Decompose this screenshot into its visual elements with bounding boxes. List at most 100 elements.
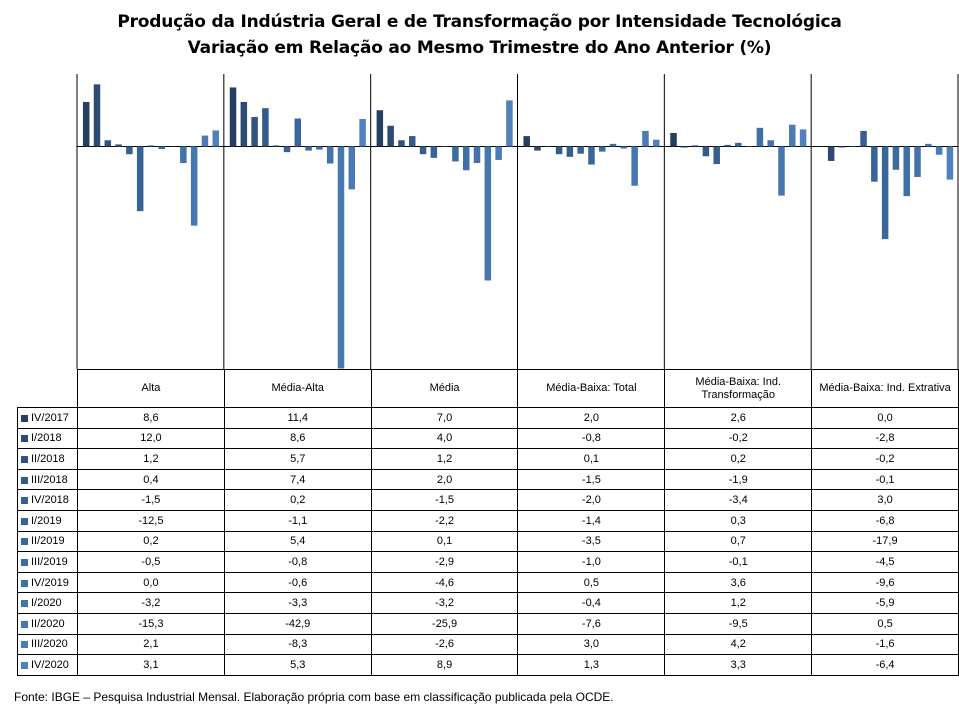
table-row: IV/2018 -1,5 0,2 -1,5 -2,0 -3,4 3,0 [17, 489, 959, 511]
data-label: -8,3 [223, 633, 372, 656]
bar-iv-2020-5 [799, 129, 807, 147]
legend-key [21, 558, 28, 566]
bar-i-2020-3 [473, 146, 481, 164]
bar-ii-2020-5 [778, 146, 785, 196]
chart-title: Produção da Indústria Geral e de Transfo… [117, 12, 842, 32]
category-header: Média-Baixa: Ind. Extrativa [811, 369, 959, 408]
data-label: -3,4 [664, 489, 813, 511]
bar-ii-2020-4 [631, 146, 638, 186]
data-label: -6,4 [811, 654, 959, 676]
data-label: -17,9 [811, 530, 959, 553]
bar-iii-2019-1 [158, 146, 166, 150]
series-label: II/2019 [17, 530, 78, 553]
bar-i-2018-6 [827, 146, 835, 161]
bar-ii-2018-4 [545, 145, 552, 147]
source-note: Fonte: IBGE – Pesquisa Industrial Mensal… [14, 690, 614, 704]
bar-iv-2020-1 [212, 130, 219, 147]
data-label: 0,3 [664, 509, 813, 532]
legend-key [21, 435, 28, 443]
series-name: III/2019 [31, 555, 68, 568]
bar-iii-2018-6 [849, 146, 856, 147]
data-label: -1,4 [517, 509, 666, 532]
series-label: III/2020 [17, 633, 78, 656]
bar-iv-2019-2 [316, 146, 323, 150]
data-label: 0,1 [517, 448, 666, 470]
data-label: 3,0 [517, 633, 666, 656]
table-row: I/2018 12,0 8,6 4,0 -0,8 -0,2 -2,8 [17, 427, 959, 450]
data-label: -4,6 [370, 571, 519, 594]
data-label: -42,9 [223, 612, 372, 635]
bar-ii-2019-4 [588, 146, 595, 165]
bar-ii-2020-3 [484, 146, 492, 281]
bar-iii-2018-5 [702, 146, 710, 157]
category-header: Média-Alta [223, 369, 372, 408]
bar-iii-2019-6 [892, 146, 900, 170]
bar-ii-2019-5 [735, 142, 742, 147]
data-label: -1,1 [223, 509, 372, 532]
bar-iv-2017-2 [229, 87, 237, 147]
data-label: -0,6 [223, 571, 372, 594]
bar-ii-2018-6 [838, 146, 846, 148]
data-label: -5,9 [811, 592, 959, 614]
table-row: IV/2019 0,0 -0,6 -4,6 0,5 3,6 -9,6 [17, 571, 959, 594]
series-label: II/2020 [17, 612, 78, 635]
bar-i-2019-1 [136, 146, 144, 212]
bar-iv-2020-4 [653, 139, 660, 147]
bar-iii-2020-4 [642, 130, 649, 147]
data-label: 5,4 [223, 530, 372, 553]
table-row: II/2020 -15,3 -42,9 -25,9 -7,6 -9,5 0,5 [17, 612, 959, 635]
bar-iv-2019-4 [609, 143, 617, 147]
data-label: -2,0 [517, 489, 666, 511]
table-row: III/2020 2,1 -8,3 -2,6 3,0 4,2 -1,6 [17, 633, 959, 656]
data-label: -0,4 [517, 592, 666, 614]
bar-iv-2017-3 [376, 110, 384, 147]
data-label: 3,1 [77, 654, 225, 676]
bar-i-2020-5 [767, 140, 774, 147]
data-label: -6,8 [811, 509, 959, 532]
series-label: I/2019 [17, 509, 78, 532]
bar-ii-2018-5 [691, 145, 699, 147]
data-label: 2,1 [77, 633, 225, 656]
data-label: 0,5 [517, 571, 666, 594]
data-label: 7,0 [370, 407, 519, 429]
table-row: IV/2017 8,6 11,4 7,0 2,0 2,6 0,0 [17, 407, 959, 429]
bar-ii-2018-3 [398, 140, 405, 147]
bar-ii-2018-1 [104, 140, 112, 147]
legend-key [21, 538, 28, 546]
bar-iv-2018-4 [566, 146, 574, 157]
bar-ii-2018-2 [251, 116, 258, 147]
series-name: I/2020 [31, 597, 62, 610]
data-label: 0,5 [811, 612, 959, 635]
bar-iii-2018-3 [408, 136, 416, 147]
bar-iv-2020-6 [946, 146, 954, 180]
table-row: III/2018 0,4 7,4 2,0 -1,5 -1,9 -0,1 [17, 468, 959, 491]
bar-iv-2017-1 [82, 101, 90, 147]
data-label: -1,9 [664, 468, 813, 491]
bar-iv-2019-5 [756, 127, 764, 147]
legend-key [21, 517, 28, 525]
legend-key [21, 414, 28, 422]
data-label: 0,4 [77, 468, 225, 491]
series-name: III/2020 [31, 638, 68, 651]
data-label: 0,7 [664, 530, 813, 553]
series-label: IV/2018 [17, 489, 78, 511]
bar-ii-2019-6 [881, 146, 889, 240]
table-corner [17, 369, 78, 408]
data-label: -15,3 [77, 612, 225, 635]
series-label: I/2020 [17, 592, 78, 614]
bar-i-2020-4 [620, 146, 628, 149]
bar-iv-2020-2 [359, 119, 366, 147]
bar-iii-2020-6 [935, 146, 943, 155]
data-label: -0,1 [664, 551, 813, 573]
data-label: 7,4 [223, 468, 372, 491]
table-row: II/2019 0,2 5,4 0,1 -3,5 0,7 -17,9 [17, 530, 959, 553]
data-label: 2,6 [664, 407, 813, 429]
legend-key [21, 579, 28, 587]
series-name: II/2020 [31, 617, 65, 630]
data-label: 8,6 [223, 427, 372, 450]
data-label: -1,0 [517, 551, 666, 573]
series-label: IV/2020 [17, 654, 78, 676]
bar-iv-2019-3 [462, 146, 470, 171]
category-header: Média [370, 369, 519, 408]
